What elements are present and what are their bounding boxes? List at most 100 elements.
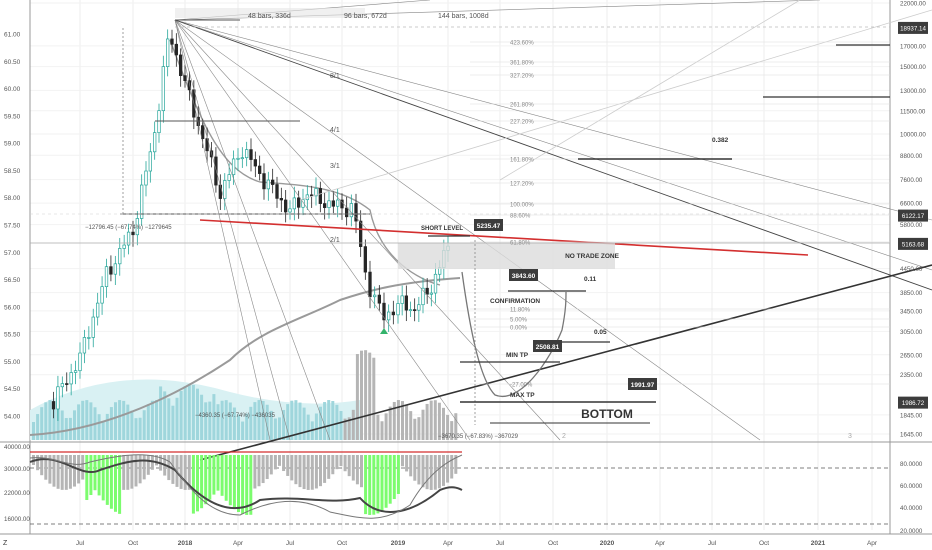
- volume-bar-27: [142, 410, 146, 440]
- candle-body-13: [109, 266, 113, 275]
- osc-right-tick-0: 80.0000: [900, 461, 923, 468]
- candle-body-48: [262, 173, 266, 190]
- candle-body-74: [377, 294, 381, 304]
- x-tick-7: Apr: [443, 540, 454, 547]
- volume-bar-87: [388, 406, 392, 440]
- osc-bar-53: [249, 455, 253, 515]
- candle-body-24: [157, 110, 161, 133]
- drop-label-mid: −4360.35 (−67.74%) −436035: [195, 413, 276, 419]
- x-tick-10: 2020: [600, 540, 615, 547]
- drop-label-bottom: −3670.35 (−67.83%) −367029: [438, 434, 519, 440]
- volume-bar-82: [368, 352, 372, 440]
- volume-bar-83: [372, 357, 376, 440]
- candle-body-11: [100, 286, 104, 304]
- fan-line-6: [174, 19, 291, 441]
- volume-bar-28: [146, 404, 150, 440]
- volume-bar-29: [150, 400, 154, 440]
- osc-bar-57: [265, 455, 269, 480]
- candle-body-41: [231, 158, 236, 176]
- candle-body-39: [223, 180, 227, 199]
- candle-body-8: [87, 337, 91, 339]
- volume-bar-34: [171, 405, 175, 440]
- buy-marker: [380, 328, 388, 334]
- x-tick-13: Oct: [759, 540, 769, 547]
- volume-bar-42: [204, 402, 208, 440]
- volume-bar-72: [327, 400, 331, 440]
- left-tick-14: 54.00: [4, 414, 21, 421]
- right-price-tag-bg-1: [898, 209, 928, 222]
- candle-body-37: [214, 156, 218, 186]
- osc-bar-36: [179, 455, 183, 489]
- right-tick-15: 2350.00: [900, 372, 923, 379]
- right-tick-7: 7600.00: [900, 177, 923, 184]
- measure-label-0: 48 bars, 336d: [248, 13, 291, 20]
- osc-bar-70: [319, 455, 322, 487]
- osc-bar-59: [273, 455, 277, 470]
- osc-right-tick-3: 20.0000: [900, 528, 923, 535]
- volume-bar-64: [294, 400, 298, 440]
- volume-bar-2: [40, 407, 44, 440]
- osc-bar-91: [405, 455, 409, 472]
- candle-body-45: [249, 149, 253, 160]
- projection-path: [461, 271, 567, 398]
- drop-label-top: −12796.45 (−67.74%) −1279645: [85, 225, 172, 231]
- volume-bar-48: [228, 402, 232, 440]
- volume-bar-84: [376, 414, 380, 440]
- fan-label-2: 3/1: [330, 163, 340, 170]
- candle-body-70: [359, 220, 363, 247]
- right-tick-3: 13000.00: [900, 88, 926, 95]
- left-tick-9: 56.50: [4, 277, 21, 284]
- osc-bar-101: [446, 455, 450, 483]
- candle-body-30: [183, 75, 187, 81]
- candle-body-81: [408, 309, 413, 311]
- osc-bar-46: [220, 455, 224, 496]
- osc-bar-62: [286, 455, 290, 476]
- volume-bar-91: [405, 404, 409, 440]
- osc-bar-55: [257, 455, 261, 487]
- candle-body-84: [421, 287, 425, 306]
- right-tick-5: 10000.00: [900, 132, 926, 139]
- left-tick-11: 55.50: [4, 332, 21, 339]
- volume-bar-100: [442, 407, 445, 440]
- callout-1991: 1991.97: [628, 378, 657, 390]
- osc-bar-23: [126, 455, 130, 490]
- right-price-tag-1: 6122.17: [898, 209, 928, 222]
- ma-short-line: [169, 39, 441, 286]
- right-price-tag-bg-0: [898, 21, 928, 34]
- osc-bar-85: [380, 455, 384, 512]
- candle-body-5: [73, 370, 78, 373]
- volume-bar-80: [360, 350, 363, 440]
- osc-bar-77: [347, 455, 351, 477]
- osc-bar-76: [343, 455, 347, 472]
- candle-body-9: [91, 316, 95, 338]
- volume-bar-92: [409, 411, 413, 440]
- callout-5235: 5235.47: [474, 219, 503, 231]
- measure-box: [175, 8, 365, 18]
- osc-bar-6: [56, 455, 60, 489]
- osc-bar-41: [200, 455, 204, 509]
- volume-bar-59: [273, 418, 277, 440]
- no-trade-zone-label: NO TRADE ZONE: [565, 253, 619, 260]
- volume-bar-0: [32, 422, 35, 440]
- logo-text: Z: [3, 540, 8, 547]
- x-tick-4: Jul: [286, 540, 295, 547]
- volume-bar-37: [183, 386, 187, 440]
- fib-label-4: 227.20%: [510, 120, 534, 126]
- osc-bar-64: [294, 455, 298, 485]
- osc-bar-80: [360, 455, 363, 488]
- fan-right-label-0: 2: [562, 433, 566, 440]
- max-tp-label: MAX TP: [510, 392, 535, 399]
- osc-bar-87: [388, 455, 392, 504]
- volume-bar-13: [85, 400, 89, 440]
- volume-bar-85: [380, 421, 384, 440]
- candle-body-64: [331, 200, 335, 207]
- candle-body-49: [266, 179, 270, 190]
- candle-body-1: [56, 386, 60, 410]
- candle-body-55: [292, 197, 296, 210]
- volume-bar-20: [114, 402, 117, 440]
- candle-body-78: [396, 303, 400, 316]
- osc-bar-73: [331, 455, 335, 475]
- candle-body-71: [363, 246, 367, 273]
- fan-label-0: 8/1: [330, 73, 340, 80]
